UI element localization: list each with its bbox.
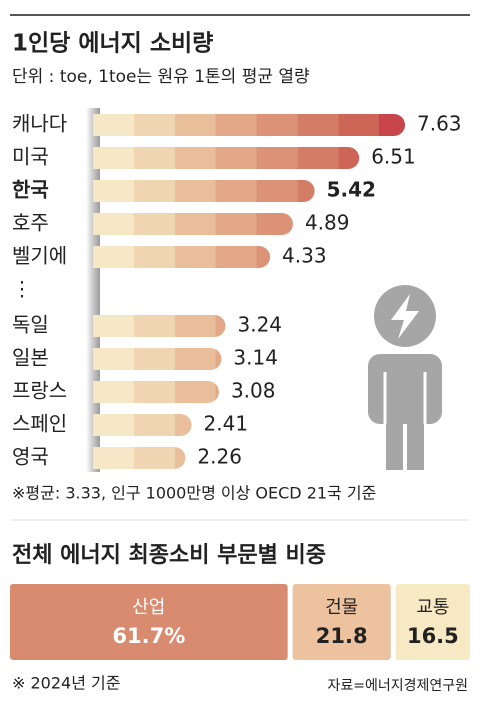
segment-value: 16.5 [407, 624, 459, 648]
bar [93, 147, 360, 169]
bar [93, 447, 186, 469]
bar [93, 114, 405, 136]
note: ※ 2024년 기준 [12, 674, 120, 693]
value-label: 4.89 [305, 211, 350, 235]
segment-label: 건물 [325, 597, 358, 618]
segment-label: 교통 [416, 597, 449, 618]
segment-value: 61.7% [112, 624, 185, 648]
category-label: 일본 [12, 346, 49, 370]
bar [93, 315, 226, 337]
category-label: 독일 [12, 313, 49, 337]
category-label: 호주 [12, 211, 49, 235]
bar [93, 414, 192, 436]
category-label: 영국 [12, 445, 49, 469]
segment-value: 21.8 [316, 624, 368, 648]
category-label: 벨기에 [12, 244, 67, 268]
chart-title: 1인당 에너지 소비량 [12, 31, 213, 57]
value-label: 2.26 [197, 445, 242, 469]
note: ※평균: 3.33, 인구 1000만명 이상 OECD 21국 기준 [12, 484, 376, 503]
category-label: 스페인 [12, 412, 67, 436]
value-label: 6.51 [371, 145, 416, 169]
subtitle: 단위 : toe, 1toe는 원유 1톤의 평균 열량 [12, 67, 310, 87]
person-icon [368, 285, 442, 470]
category-label: 캐나다 [12, 112, 67, 136]
share-segment [292, 584, 391, 660]
value-label: 3.08 [231, 379, 276, 403]
bar [93, 348, 222, 370]
category-label: ⋮ [12, 277, 32, 301]
category-label: 프랑스 [12, 379, 67, 403]
bar [93, 381, 219, 403]
category-label: 한국 [12, 178, 49, 202]
value-label: 7.63 [417, 112, 462, 136]
value-label: 4.33 [282, 244, 327, 268]
share-segment [395, 584, 470, 660]
bar [93, 246, 271, 268]
segment-label: 산업 [132, 597, 165, 618]
category-label: 미국 [12, 145, 49, 169]
value-label: 2.41 [204, 412, 249, 436]
chart-title: 전체 에너지 최종소비 부문별 비중 [12, 543, 326, 568]
bar [93, 180, 315, 202]
value-label: 3.14 [233, 346, 278, 370]
share-segment [10, 584, 288, 660]
value-label: 5.42 [327, 178, 376, 202]
source: 자료=에너지경제연구원 [327, 678, 468, 694]
value-label: 3.24 [237, 313, 282, 337]
bar [93, 213, 293, 235]
